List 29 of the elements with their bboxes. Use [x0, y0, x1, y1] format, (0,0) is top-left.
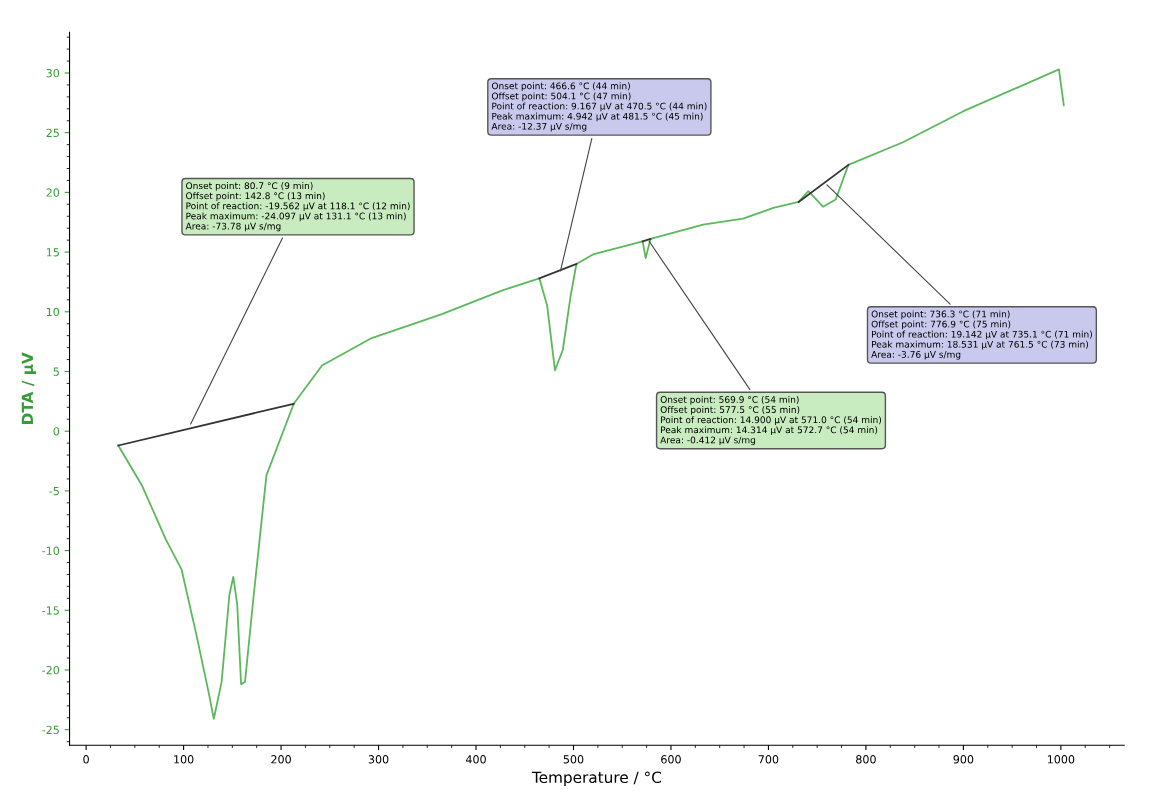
- x-tick-label: 500: [563, 755, 584, 764]
- y-tick-label: 5: [53, 367, 59, 376]
- x-tick-label: 200: [271, 755, 291, 764]
- x-axis-title: Temperature / °C: [531, 771, 662, 787]
- annotation: Onset point: 80.7 °C (9 min) Offset point: 142.8 °C (13 min) Point of reaction: -19.562 µV at 118.1 °C (12 min) Peak maximum: -24.097 µV at 131.1 °C (13 min) Area: -73.78 µV s/mg: [185, 182, 410, 232]
- annotation: Onset point: 466.6 °C (44 min) Offset point: 504.1 °C (47 min) Point of reaction: 9.167 µV at 470.5 °C (44 min) Peak maximum: 4.942 µV at 481.5 °C (45 min) Area: -12.37 µV s/mg: [491, 82, 707, 132]
- y-axis-title: DTA / µV: [21, 352, 37, 424]
- y-tick-label: 15: [46, 248, 59, 257]
- x-tick-label: 800: [856, 755, 876, 764]
- y-tick-label: -5: [49, 487, 59, 496]
- y-tick-label: 25: [46, 128, 59, 138]
- y-tick-label: 0: [53, 427, 60, 436]
- x-tick-label: 0: [83, 755, 89, 764]
- x-tick-label: 400: [465, 755, 486, 764]
- x-tick-label: 600: [661, 755, 681, 764]
- x-tick-label: 1000: [1047, 755, 1075, 764]
- x-tick-label: 900: [953, 755, 974, 764]
- y-tick-label: 30: [46, 68, 60, 78]
- annotation: Onset point: 569.9 °C (54 min) Offset point: 577.5 °C (55 min) Point of reaction: 14.900 µV at 571.0 °C (54 min) Peak maximum: 14.314 µV at 572.7 °C (54 min) Area: -0.412 µV s/mg: [660, 395, 882, 446]
- x-tick-label: 700: [758, 755, 779, 764]
- annotation: Onset point: 736.3 °C (71 min) Offset point: 776.9 °C (75 min) Point of reaction: 19.142 µV at 735.1 °C (71 min) Peak maximum: 18.531 µV at 761.5 °C (73 min) Area: -3.76 µV s/mg: [871, 310, 1092, 360]
- y-tick-label: -20: [42, 665, 60, 675]
- y-tick-label: -10: [42, 546, 60, 555]
- y-tick-label: -15: [42, 606, 59, 615]
- y-tick-label: 10: [46, 307, 60, 317]
- x-tick-label: 300: [368, 755, 389, 764]
- x-tick-label: 100: [174, 755, 194, 764]
- y-tick-label: 20: [46, 188, 60, 197]
- y-tick-label: -25: [42, 725, 59, 735]
